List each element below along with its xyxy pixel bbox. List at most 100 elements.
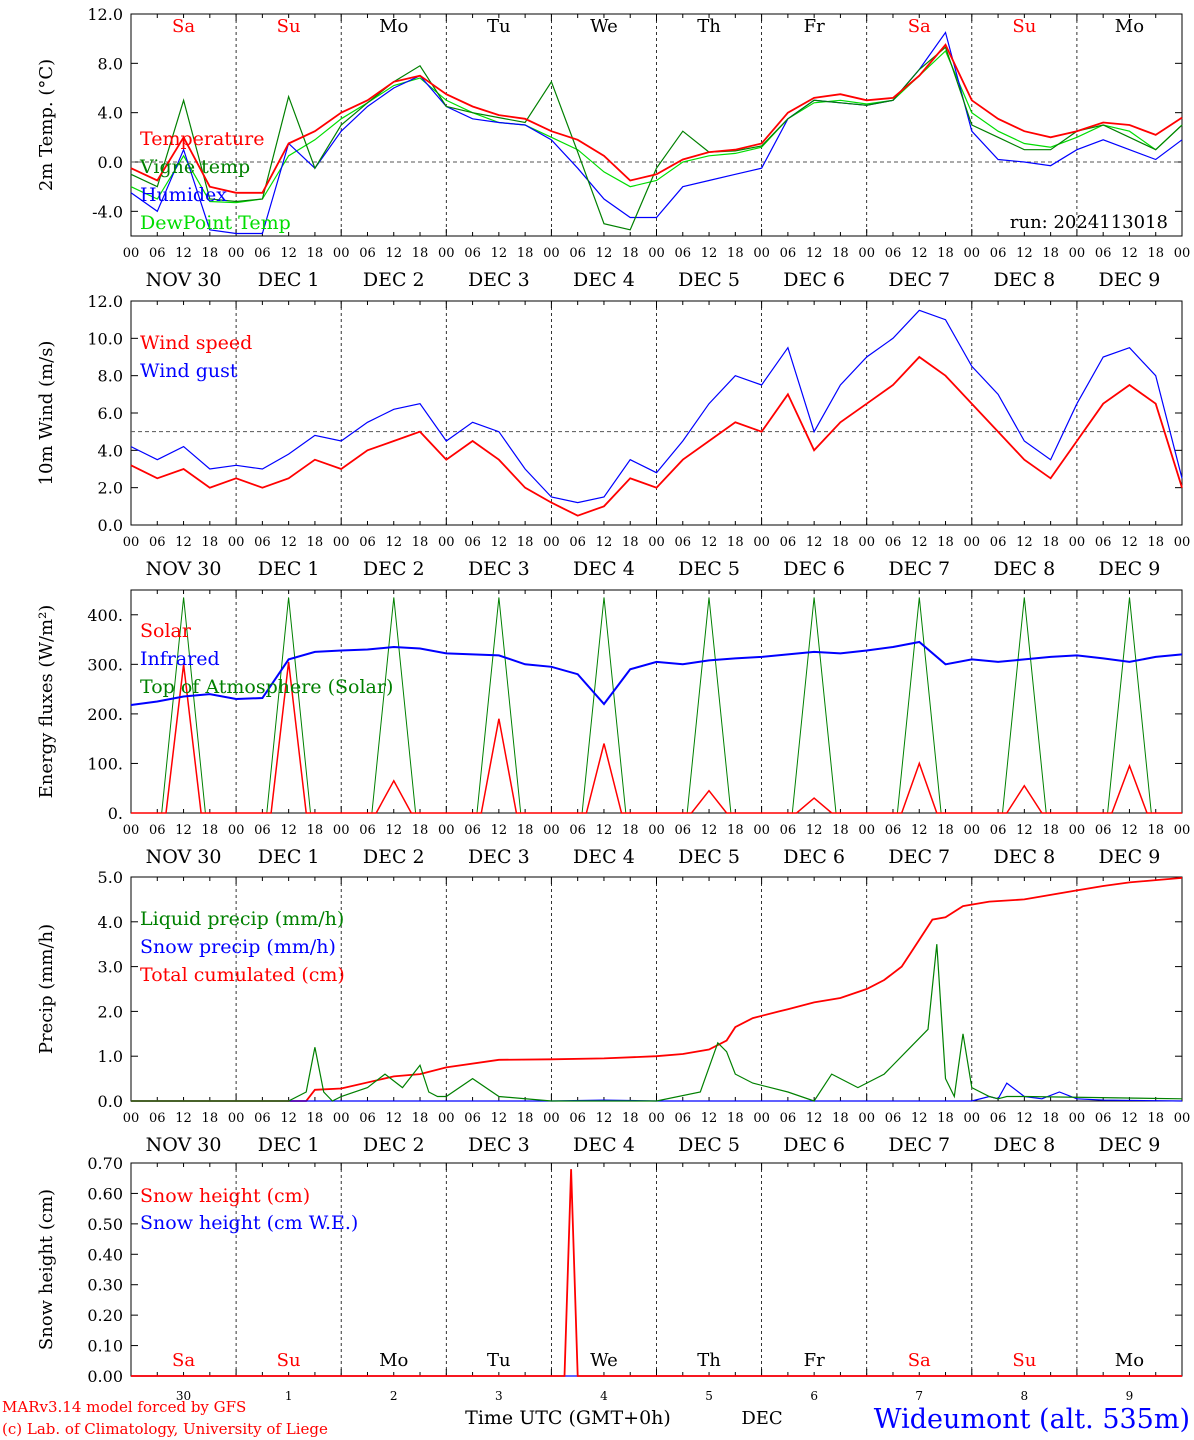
legend-entry: Infrared	[140, 648, 220, 670]
hour-label: 18	[307, 535, 324, 550]
date-label: DEC 2	[363, 1134, 425, 1156]
series-line-dewpoint-temp	[130, 49, 1183, 204]
date-label: DEC 8	[993, 1134, 1055, 1156]
hour-label: 06	[885, 1111, 902, 1126]
hour-label: 12	[491, 246, 508, 261]
hour-label: 00	[333, 823, 350, 838]
hour-label: 06	[149, 246, 166, 261]
day-of-week-label: Th	[697, 16, 721, 37]
y-axis-label: 10m Wind (m/s)	[36, 341, 57, 486]
y-tick-label: 0.20	[87, 1306, 123, 1325]
hour-label: 06	[254, 823, 271, 838]
date-label: DEC 9	[1099, 1134, 1161, 1156]
hour-label: 18	[1147, 246, 1164, 261]
hour-label: 12	[280, 823, 297, 838]
series-line-vigne-temp	[130, 46, 1183, 231]
hour-label: 12	[385, 823, 402, 838]
day-of-week-label: We	[590, 1350, 618, 1371]
day-number-label: 3	[495, 1389, 503, 1403]
hour-label: 12	[175, 535, 192, 550]
hour-label: 18	[307, 246, 324, 261]
hour-label: 00	[1069, 246, 1086, 261]
hour-label: 18	[832, 246, 849, 261]
hour-label: 06	[569, 535, 586, 550]
date-label: DEC 4	[573, 1134, 635, 1156]
hour-label: 00	[543, 823, 560, 838]
hour-label: 06	[359, 246, 376, 261]
y-tick-label: 0.40	[87, 1245, 123, 1264]
hour-label: 00	[858, 535, 875, 550]
legend-entry: Snow precip (mm/h)	[140, 936, 336, 958]
hour-label: 06	[675, 823, 692, 838]
legend-entry: Humidex	[140, 184, 227, 206]
plot-frame-2	[130, 589, 1183, 814]
legend-entry: DewPoint Temp	[140, 212, 291, 234]
date-label: DEC 3	[468, 269, 530, 291]
hour-label: 06	[254, 246, 271, 261]
hour-label: 06	[990, 823, 1007, 838]
day-of-week-label: Tu	[487, 1350, 511, 1371]
series-line-solar	[131, 661, 1182, 814]
hour-label: 00	[964, 1111, 981, 1126]
hour-label: 06	[780, 1111, 797, 1126]
hour-label: 06	[990, 1111, 1007, 1126]
day-number-label: 2	[390, 1389, 398, 1403]
hour-label: 12	[806, 246, 823, 261]
y-tick-label: 400.	[87, 606, 123, 625]
hour-label: 12	[385, 1111, 402, 1126]
hour-label: 06	[464, 535, 481, 550]
station-name: Wideumont (alt. 535m)	[874, 1404, 1190, 1435]
y-tick-label: 200.	[87, 705, 123, 724]
hour-label: 12	[385, 535, 402, 550]
day-number-label: 1	[285, 1389, 293, 1403]
y-tick-label: 0.0	[98, 153, 123, 172]
hour-label: 18	[517, 1111, 534, 1126]
y-tick-label: 2.0	[98, 1002, 123, 1021]
hour-label: 00	[858, 823, 875, 838]
day-number-label: 30	[176, 1389, 191, 1403]
date-label: NOV 30	[146, 269, 222, 291]
hour-label: 12	[911, 535, 928, 550]
hour-label: 06	[675, 535, 692, 550]
hour-label: 06	[675, 1111, 692, 1126]
series-line-wind-gust	[130, 309, 1183, 504]
date-label: DEC 9	[1099, 846, 1161, 868]
hour-label: 06	[780, 535, 797, 550]
hour-label: 00	[964, 246, 981, 261]
hour-label: 06	[569, 1111, 586, 1126]
hour-label: 12	[701, 1111, 718, 1126]
hour-label: 06	[1095, 246, 1112, 261]
hour-label: 12	[491, 1111, 508, 1126]
date-label: DEC 8	[993, 846, 1055, 868]
date-label: NOV 30	[146, 846, 222, 868]
hour-label: 18	[202, 535, 219, 550]
date-label: DEC 6	[783, 558, 845, 580]
hour-label: 00	[228, 823, 245, 838]
day-of-week-label: Fr	[804, 16, 825, 37]
hour-label: 06	[569, 246, 586, 261]
hour-label: 12	[1016, 535, 1033, 550]
hour-label: 06	[885, 535, 902, 550]
y-tick-label: 4.0	[98, 104, 123, 123]
date-label: DEC 1	[258, 558, 320, 580]
hour-label: 00	[648, 535, 665, 550]
hour-label: 00	[123, 246, 140, 261]
legend-entry: Snow height (cm W.E.)	[140, 1212, 358, 1234]
hour-label: 18	[412, 1111, 429, 1126]
date-label: DEC 7	[888, 269, 950, 291]
copyright-credit: (c) Lab. of Climatology, University of L…	[2, 1420, 328, 1438]
y-axis-label: Precip (mm/h)	[36, 924, 57, 1054]
date-label: DEC 3	[468, 1134, 530, 1156]
hour-label: 18	[307, 1111, 324, 1126]
legend-entry: Snow height (cm)	[140, 1185, 310, 1207]
day-of-week-label: Sa	[908, 16, 931, 37]
hour-label: 00	[123, 823, 140, 838]
y-tick-label: 10.0	[87, 329, 123, 348]
run-annotation: run: 2024113018	[1010, 212, 1168, 233]
series-line-temperature	[130, 43, 1183, 194]
legend-entry: Top of Atmosphere (Solar)	[140, 676, 393, 698]
y-tick-label: 0.60	[87, 1184, 123, 1203]
hour-label: 00	[1069, 1111, 1086, 1126]
hour-label: 18	[727, 535, 744, 550]
hour-label: 18	[1147, 1111, 1164, 1126]
